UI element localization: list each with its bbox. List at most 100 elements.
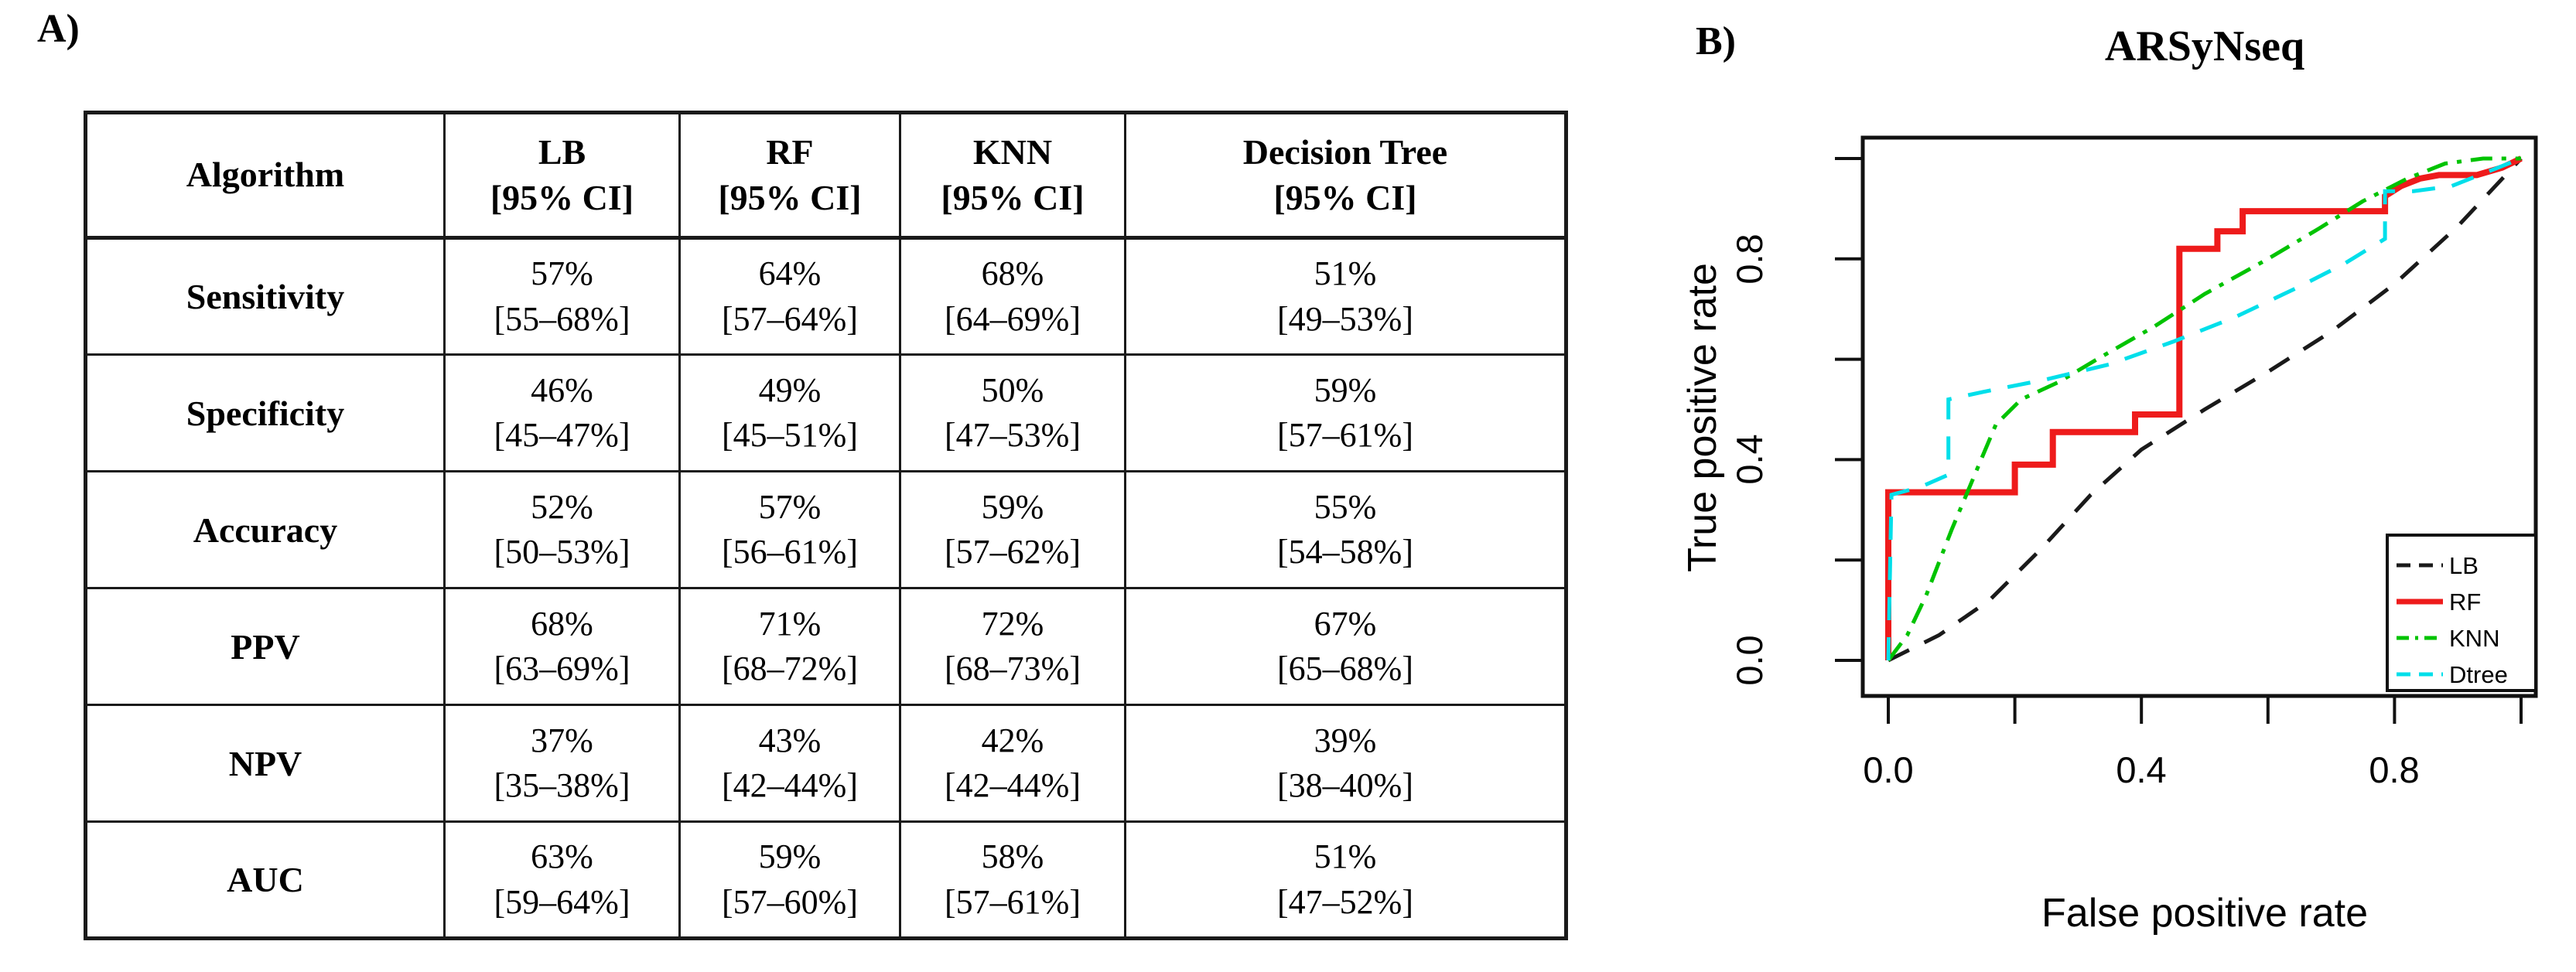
table-row: AUC 63% [59–64%] 59% [57–60%] 58% [57–61%] 51% [… (84, 820, 1567, 940)
table-row: PPV 68% [63–69%] 71% [68–72%] 72% [68–73%] 67% [… (84, 587, 1567, 706)
metrics-table: Algorithm LB [95% CI] RF [95% CI] KNN [95% CI… (84, 111, 1568, 940)
x-tick-label-0.8: 0.8 (2369, 749, 2419, 790)
metric-cell: 42% [42–44%] (899, 704, 1126, 823)
table-row: Sensitivity 57% [55–68%] 64% [57–64%] 68% [64–… (84, 237, 1567, 356)
column-ci-label: [95% CI] (490, 177, 634, 217)
y-tick-label-0.0: 0.0 (1729, 635, 1770, 685)
metric-cell: 51% [47–52%] (1124, 820, 1567, 940)
metric-ci: [47–53%] (945, 416, 1081, 454)
metric-ci: [45–51%] (722, 416, 858, 454)
metric-value: 59% (1314, 370, 1377, 409)
row-label-ppv: PPV (84, 587, 446, 706)
y-axis-label: True positive rate (1686, 263, 1725, 572)
column-ci-label: [95% CI] (1273, 177, 1417, 217)
column-header-rf: RF [95% CI] (678, 111, 901, 240)
column-header-algorithm: Algorithm (84, 111, 446, 240)
column-ci-label: [95% CI] (718, 177, 862, 217)
metric-value: 68% (981, 254, 1044, 293)
column-name: KNN (972, 131, 1053, 172)
table-body: Sensitivity 57% [55–68%] 64% [57–64%] 68% [64–… (84, 237, 1567, 940)
legend-label-dtree: Dtree (2449, 661, 2508, 688)
metric-cell: 50% [47–53%] (899, 353, 1126, 472)
metric-ci: [57–64%] (722, 299, 858, 338)
metric-ci: [56–61%] (722, 533, 858, 571)
chart-title: ARSyNseq (2105, 22, 2304, 70)
metric-value: 37% (531, 721, 593, 759)
metric-cell: 67% [65–68%] (1124, 587, 1567, 706)
metric-ci: [45–47%] (494, 416, 630, 454)
metric-cell: 43% [42–44%] (678, 704, 901, 823)
column-name: LB (538, 131, 586, 172)
metric-value: 50% (981, 370, 1044, 409)
metric-cell: 72% [68–73%] (899, 587, 1126, 706)
metric-value: 67% (1314, 604, 1377, 643)
column-ci-label: [95% CI] (941, 177, 1085, 217)
metric-value: 49% (758, 370, 822, 409)
metric-cell: 49% [45–51%] (678, 353, 901, 472)
metric-value: 52% (531, 487, 593, 526)
metric-cell: 57% [55–68%] (443, 237, 681, 356)
metric-cell: 71% [68–72%] (678, 587, 901, 706)
column-header-algorithm-label: Algorithm (186, 155, 345, 195)
metric-value: 39% (1314, 721, 1377, 759)
metric-cell: 59% [57–61%] (1124, 353, 1567, 472)
metric-value: 72% (981, 604, 1044, 643)
x-tick-label-0.0: 0.0 (1863, 749, 1913, 790)
roc-curve-dtree (1886, 156, 2522, 661)
table-row: Specificity 46% [45–47%] 49% [45–51%] 50% [47–… (84, 353, 1567, 472)
panel-a-label: A) (37, 7, 80, 51)
roc-curve-knn (1887, 156, 2521, 662)
row-label-auc: AUC (84, 820, 446, 940)
metric-cell: 37% [35–38%] (443, 704, 681, 823)
metric-value: 68% (531, 604, 593, 643)
metric-value: 58% (981, 837, 1044, 876)
metric-ci: [47–52%] (1277, 882, 1413, 921)
table-row: Accuracy 52% [50–53%] 57% [56–61%] 59% [57–62%… (84, 470, 1567, 589)
metric-cell: 59% [57–62%] (899, 470, 1126, 589)
metric-cell: 68% [64–69%] (899, 237, 1126, 356)
metric-cell: 57% [56–61%] (678, 470, 901, 589)
metric-ci: [42–44%] (722, 766, 858, 804)
metric-ci: [49–53%] (1277, 299, 1413, 338)
metric-value: 59% (758, 837, 822, 876)
plot-box (1860, 135, 2538, 698)
metric-ci: [57–61%] (945, 882, 1081, 921)
metric-cell: 59% [57–60%] (678, 820, 901, 940)
row-label-npv: NPV (84, 704, 446, 823)
metric-cell: 58% [57–61%] (899, 820, 1126, 940)
metric-value: 59% (981, 487, 1044, 526)
metric-ci: [68–72%] (722, 650, 858, 687)
metric-value: 55% (1314, 487, 1377, 526)
metric-value: 57% (758, 487, 822, 526)
metric-ci: [35–38%] (494, 766, 630, 804)
row-label-accuracy: Accuracy (84, 470, 446, 589)
legend-label-knn: KNN (2449, 625, 2499, 652)
roc-curve-lb (1887, 157, 2523, 663)
y-tick-label-0.8: 0.8 (1729, 234, 1770, 284)
legend-box (2386, 534, 2537, 692)
metric-cell: 46% [45–47%] (443, 353, 681, 472)
row-label-specificity: Specificity (84, 353, 446, 472)
metric-ci: [68–73%] (945, 650, 1081, 687)
metric-ci: [38–40%] (1277, 766, 1413, 804)
x-axis-label: False positive rate (2041, 891, 2368, 936)
metric-ci: [57–62%] (945, 533, 1081, 571)
metric-value: 57% (531, 254, 593, 293)
metric-ci: [65–68%] (1277, 650, 1413, 687)
column-header-decision-tree: Decision Tree [95% CI] (1124, 111, 1567, 240)
metric-cell: 64% [57–64%] (678, 237, 901, 356)
table-header-row: Algorithm LB [95% CI] RF [95% CI] KNN [95% CI… (84, 111, 1567, 240)
metric-ci: [59–64%] (494, 882, 630, 921)
metric-ci: [54–58%] (1277, 533, 1413, 571)
metric-cell: 39% [38–40%] (1124, 704, 1567, 823)
metric-value: 64% (758, 254, 822, 293)
column-header-knn: KNN [95% CI] (899, 111, 1126, 240)
metric-ci: [55–68%] (494, 299, 630, 338)
legend-layer: LB RF KNN Dtree (2386, 534, 2537, 692)
metric-value: 51% (1314, 254, 1377, 293)
metric-cell: 68% [63–69%] (443, 587, 681, 706)
metric-ci: [42–44%] (945, 766, 1081, 804)
axes-layer (1835, 135, 2538, 724)
row-label-sensitivity: Sensitivity (84, 237, 446, 356)
metric-value: 51% (1314, 837, 1377, 876)
